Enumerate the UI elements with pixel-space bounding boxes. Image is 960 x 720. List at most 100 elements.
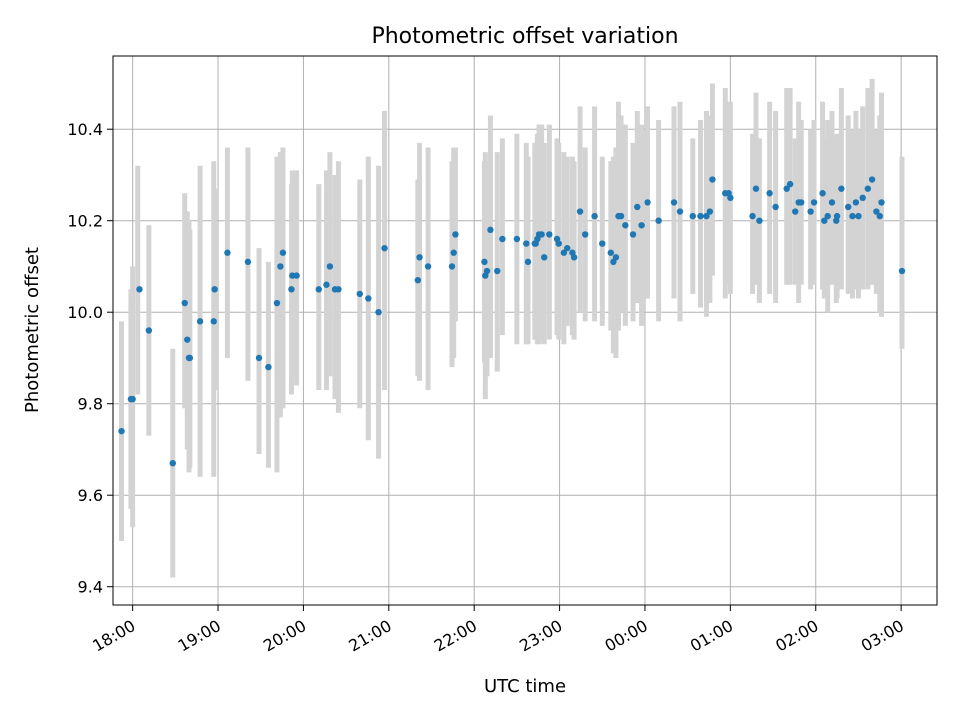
data-point <box>499 235 506 243</box>
data-point <box>375 309 382 316</box>
data-point <box>807 208 814 215</box>
data-point <box>555 240 562 247</box>
data-point <box>211 286 218 293</box>
data-point <box>670 199 678 206</box>
data-point <box>703 212 710 220</box>
data-point <box>697 212 704 220</box>
data-point <box>786 180 794 188</box>
data-point <box>783 185 790 192</box>
data-point <box>638 222 645 229</box>
data-point <box>265 363 272 371</box>
data-point <box>326 263 334 270</box>
data-point <box>727 194 734 202</box>
data-point <box>244 258 252 266</box>
data-point <box>356 290 363 298</box>
data-point <box>706 208 714 215</box>
data-point <box>273 299 281 307</box>
data-point <box>424 263 432 270</box>
data-point <box>210 318 217 325</box>
data-point <box>196 318 204 325</box>
data-point <box>622 222 629 229</box>
data-point <box>644 199 651 206</box>
data-point <box>819 190 826 197</box>
data-point <box>844 203 852 211</box>
data-point <box>821 217 828 224</box>
data-point <box>749 212 756 220</box>
data-point <box>564 244 571 252</box>
data-point <box>136 286 143 293</box>
data-point <box>184 336 191 343</box>
data-point <box>145 327 153 334</box>
data-point <box>323 281 330 288</box>
data-point <box>523 240 530 247</box>
data-point <box>538 231 545 238</box>
data-point <box>833 212 841 220</box>
data-point <box>876 212 883 220</box>
data-point <box>873 208 880 215</box>
data-point <box>838 185 845 192</box>
data-point <box>792 208 799 215</box>
data-point <box>560 249 568 256</box>
data-point <box>591 212 598 220</box>
data-point <box>513 235 521 243</box>
data-point <box>186 354 194 362</box>
data-point <box>335 286 342 293</box>
data-points <box>118 176 906 467</box>
data-point <box>607 249 615 256</box>
data-point <box>655 217 662 224</box>
data-point <box>288 286 295 293</box>
data-point <box>599 240 606 247</box>
data-point <box>828 199 836 206</box>
data-point <box>629 231 637 238</box>
data-point <box>524 258 532 266</box>
data-point <box>756 217 763 224</box>
data-point <box>416 254 423 261</box>
data-point <box>293 272 300 279</box>
data-point <box>709 176 716 183</box>
data-point <box>481 258 488 266</box>
y-tick-label: 10.0 <box>67 303 103 322</box>
data-point <box>810 199 818 206</box>
data-point <box>570 254 578 261</box>
data-point <box>576 208 584 215</box>
data-point <box>849 212 856 220</box>
data-point <box>452 231 459 238</box>
data-point <box>859 194 866 202</box>
data-point <box>612 254 620 261</box>
data-point <box>772 203 779 211</box>
data-point <box>689 212 696 220</box>
chart-title: Photometric offset variation <box>371 24 678 49</box>
data-point <box>181 299 188 307</box>
data-point <box>450 249 457 256</box>
data-point <box>864 185 872 192</box>
data-point <box>852 199 860 206</box>
y-axis-ticks: 9.4 9.6 9.8 10.0 10.2 10.4 <box>67 120 113 597</box>
data-point <box>798 199 805 206</box>
y-tick-label: 10.4 <box>67 120 103 139</box>
data-point <box>255 354 263 362</box>
y-tick-label: 10.2 <box>67 212 103 231</box>
data-point <box>766 190 773 197</box>
data-point <box>855 212 862 220</box>
x-axis-label: UTC time <box>484 676 566 697</box>
data-point <box>169 459 176 467</box>
data-point <box>546 231 553 238</box>
data-point <box>617 212 625 220</box>
plot-frame <box>112 55 938 606</box>
data-point <box>581 231 589 238</box>
data-point <box>315 286 322 293</box>
data-point <box>752 185 760 192</box>
data-point <box>381 244 388 252</box>
data-point <box>129 395 136 403</box>
data-point <box>878 199 885 206</box>
y-tick-label: 9.8 <box>78 395 103 414</box>
data-point <box>541 254 548 261</box>
data-point <box>494 267 501 275</box>
data-point <box>483 267 491 275</box>
data-point <box>279 249 287 256</box>
data-point <box>118 427 125 435</box>
data-point <box>634 203 641 211</box>
data-point <box>487 226 494 234</box>
data-point <box>868 176 876 183</box>
